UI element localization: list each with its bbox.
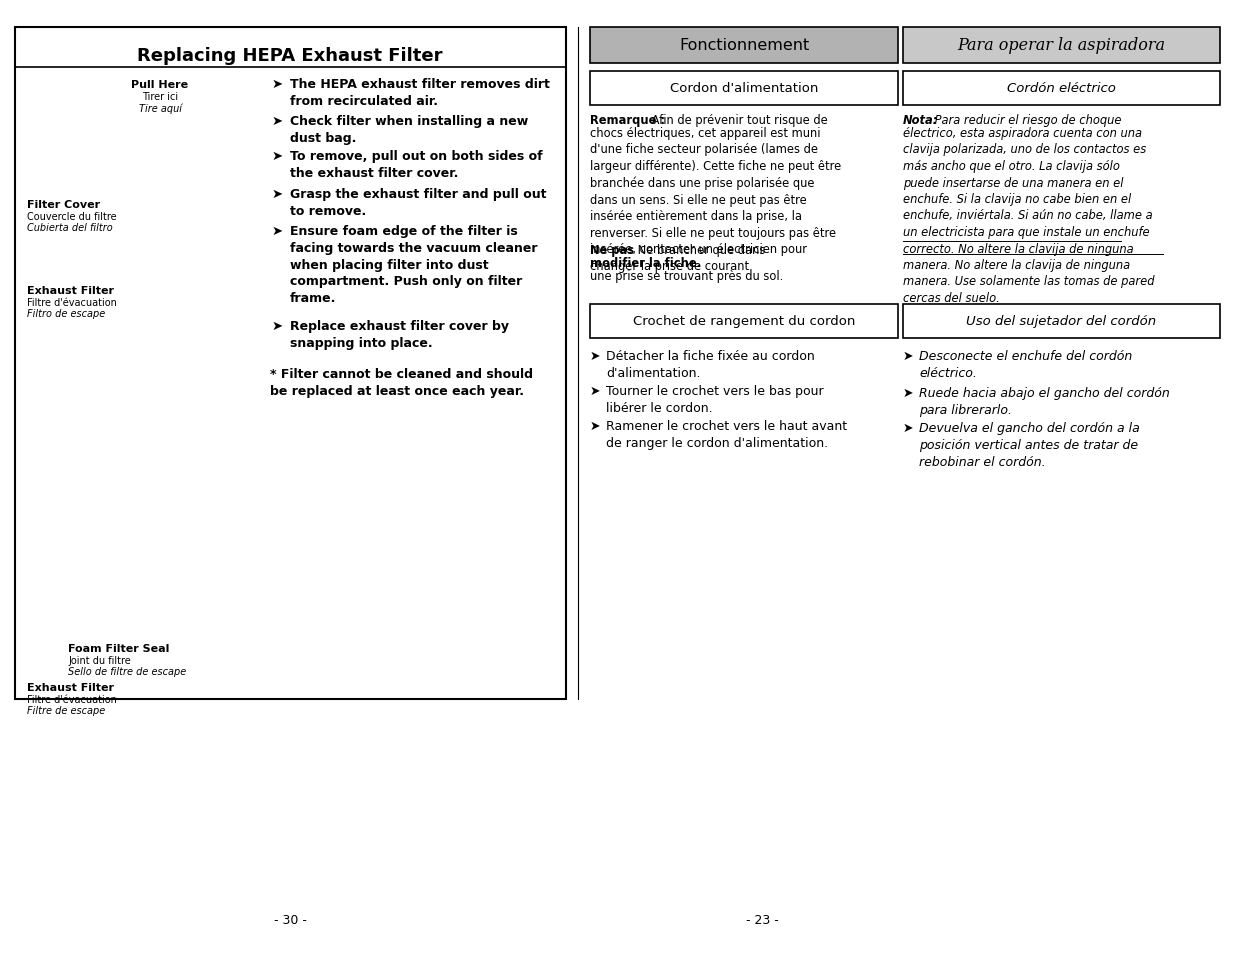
Text: Fonctionnement: Fonctionnement [679, 38, 809, 53]
Text: Ruede hacia abajo el gancho del cordón
para librerarlo.: Ruede hacia abajo el gancho del cordón p… [919, 387, 1170, 416]
Text: Replace exhaust filter cover by
snapping into place.: Replace exhaust filter cover by snapping… [290, 319, 509, 350]
Text: ➤: ➤ [272, 150, 283, 163]
Text: ➤: ➤ [272, 188, 283, 201]
Text: Filtre d'évacuation: Filtre d'évacuation [27, 297, 117, 308]
Text: Filter Cover: Filter Cover [27, 200, 100, 210]
Text: Grasp the exhaust filter and pull out
to remove.: Grasp the exhaust filter and pull out to… [290, 188, 547, 217]
Bar [903, 71, 1220, 106]
Text: Check filter when installing a new
dust bag.: Check filter when installing a new dust … [290, 115, 529, 145]
Text: To remove, pull out on both sides of
the exhaust filter cover.: To remove, pull out on both sides of the… [290, 150, 542, 179]
Text: Filtro de escape: Filtro de escape [27, 309, 105, 318]
Text: Tire aquí: Tire aquí [138, 103, 182, 113]
Text: ➤: ➤ [590, 350, 600, 363]
Text: ➤: ➤ [272, 319, 283, 333]
Bar [590, 305, 898, 338]
Text: modifier la fiche.: modifier la fiche. [590, 256, 701, 270]
Text: Para reducir el riesgo de choque: Para reducir el riesgo de choque [931, 113, 1121, 127]
Text: Cordon d'alimentation: Cordon d'alimentation [669, 82, 819, 95]
Text: Filtre de escape: Filtre de escape [27, 705, 105, 716]
Text: - 23 -: - 23 - [746, 914, 778, 926]
Text: Exhaust Filter: Exhaust Filter [27, 286, 114, 295]
Bar [590, 28, 898, 64]
Text: Ne pas: Ne pas [590, 244, 634, 256]
Text: Joint du filtre: Joint du filtre [68, 656, 131, 665]
Text: Exhaust Filter: Exhaust Filter [27, 682, 114, 692]
Text: Replacing HEPA Exhaust Filter: Replacing HEPA Exhaust Filter [137, 47, 443, 65]
Text: Pull Here: Pull Here [131, 80, 189, 90]
Text: Ne brancher que dans: Ne brancher que dans [634, 244, 766, 256]
Text: chocs électriques, cet appareil est muni
d'une fiche secteur polarisée (lames de: chocs électriques, cet appareil est muni… [590, 127, 841, 273]
Text: Crochet de rangement du cordon: Crochet de rangement du cordon [632, 315, 855, 328]
Text: Uso del sujetador del cordón: Uso del sujetador del cordón [967, 315, 1156, 328]
Text: Sello de filtre de escape: Sello de filtre de escape [68, 666, 186, 677]
Text: The HEPA exhaust filter removes dirt
from recirculated air.: The HEPA exhaust filter removes dirt fro… [290, 78, 550, 108]
Text: Couvercle du filtre: Couvercle du filtre [27, 212, 116, 222]
Text: ➤: ➤ [590, 385, 600, 397]
Bar [15, 28, 566, 700]
Text: une prise se trouvant près du sol.: une prise se trouvant près du sol. [590, 270, 783, 283]
Text: Tirer ici: Tirer ici [142, 91, 178, 102]
Text: ➤: ➤ [903, 350, 914, 363]
Bar [590, 71, 898, 106]
Text: ➤: ➤ [590, 419, 600, 433]
Text: Para operar la aspiradora: Para operar la aspiradora [957, 37, 1166, 54]
Text: * Filter cannot be cleaned and should
be replaced at least once each year.: * Filter cannot be cleaned and should be… [270, 368, 534, 397]
Text: ➤: ➤ [272, 115, 283, 128]
Text: Cubierta del filtro: Cubierta del filtro [27, 223, 112, 233]
Text: Devuelva el gancho del cordón a la
posición vertical antes de tratar de
rebobina: Devuelva el gancho del cordón a la posic… [919, 421, 1140, 468]
Text: Remarque :: Remarque : [590, 113, 664, 127]
Text: Ramener le crochet vers le haut avant
de ranger le cordon d'alimentation.: Ramener le crochet vers le haut avant de… [606, 419, 847, 449]
Text: - 30 -: - 30 - [274, 914, 306, 926]
Text: Détacher la fiche fixée au cordon
d'alimentation.: Détacher la fiche fixée au cordon d'alim… [606, 350, 815, 379]
Text: Filtre d'évacuation: Filtre d'évacuation [27, 695, 117, 704]
Text: Nota:: Nota: [903, 113, 939, 127]
Text: Cordón eléctrico: Cordón eléctrico [1007, 82, 1116, 95]
Text: électrico, esta aspiradora cuenta con una
clavija polarizada, uno de los contact: électrico, esta aspiradora cuenta con un… [903, 127, 1155, 305]
Text: ➤: ➤ [272, 225, 283, 237]
Text: ➤: ➤ [903, 421, 914, 435]
Text: ➤: ➤ [272, 78, 283, 91]
Text: ➤: ➤ [903, 387, 914, 399]
Text: Ensure foam edge of the filter is
facing towards the vacuum cleaner
when placing: Ensure foam edge of the filter is facing… [290, 225, 537, 305]
Text: Desconecte el enchufe del cordón
eléctrico.: Desconecte el enchufe del cordón eléctri… [919, 350, 1132, 379]
Bar [903, 305, 1220, 338]
Text: Tourner le crochet vers le bas pour
libérer le cordon.: Tourner le crochet vers le bas pour libé… [606, 385, 824, 415]
Text: Afin de prévenir tout risque de: Afin de prévenir tout risque de [648, 113, 827, 127]
Bar [903, 28, 1220, 64]
Text: Foam Filter Seal: Foam Filter Seal [68, 643, 169, 654]
